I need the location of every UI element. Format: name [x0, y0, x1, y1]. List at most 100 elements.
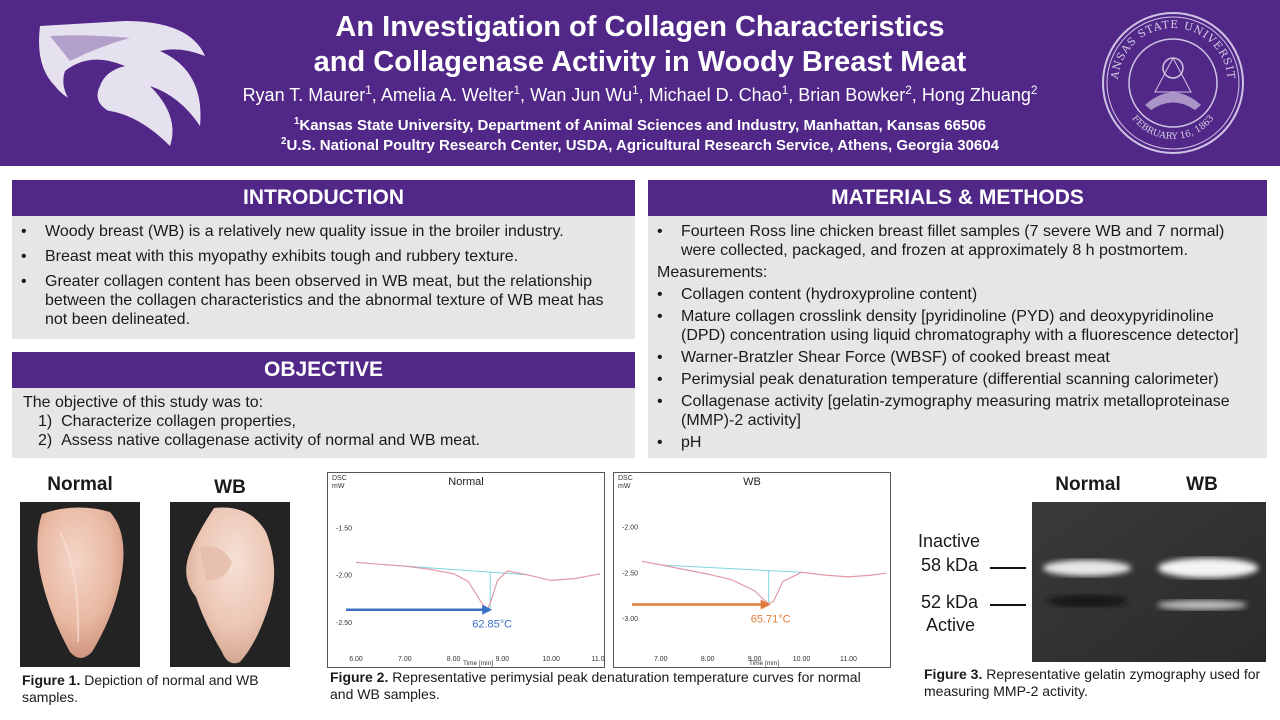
introduction-heading: INTRODUCTION: [12, 180, 635, 216]
author-name: Amelia A. Welter: [380, 85, 514, 105]
x-tick-label: 6.00: [349, 656, 363, 663]
seal-text-top: KANSAS STATE UNIVERSITY: [1100, 10, 1236, 81]
author-name: Ryan T. Maurer: [242, 85, 366, 105]
peak-temperature-label: 62.85°C: [472, 619, 512, 631]
caption-text: Representative perimysial peak denaturat…: [330, 669, 861, 702]
author-sup: 1: [781, 84, 789, 97]
wb-breast-photo: [170, 502, 290, 667]
list-item: Warner-Bratzler Shear Force (WBSF) of co…: [657, 348, 1255, 367]
y-tick-label: -2.00: [336, 573, 352, 580]
introduction-list: Woody breast (WB) is a relatively new qu…: [12, 222, 635, 329]
item-number: 2): [38, 432, 53, 449]
x-tick-label: 11.00: [840, 656, 857, 663]
figure1-caption: Figure 1. Depiction of normal and WB sam…: [22, 672, 302, 706]
normal-active-band: [1047, 595, 1127, 607]
list-item: pH: [657, 433, 1255, 452]
affiliation-sup: 2: [281, 136, 287, 147]
list-item: Mature collagen crosslink density [pyrid…: [657, 307, 1255, 345]
x-tick-label: 9.00: [748, 656, 762, 663]
dsc-chart-normal: DSC mW Normal -1.50 -2.00 -2.50 6.00 7.00 8.00 9.…: [327, 472, 609, 668]
list-item: Breast meat with this myopathy exhibits …: [21, 247, 625, 266]
active-word: Active: [926, 615, 976, 635]
introduction-panel: INTRODUCTION Woody breast (WB) is a rela…: [12, 180, 635, 339]
measurements-list: Collagen content (hydroxyproline content…: [648, 285, 1267, 452]
item-text: Characterize collagen properties,: [61, 413, 296, 430]
author-sup: 1: [513, 84, 521, 97]
x-axis-label: Time [min]: [749, 660, 779, 667]
dsc-series-line: [641, 560, 887, 605]
author-name: Wan Jun Wu: [530, 85, 633, 105]
y-unit-label-1: DSC: [618, 475, 633, 482]
x-tick-label: 7.00: [654, 656, 668, 663]
caption-text: Representative gelatin zymography used f…: [924, 666, 1261, 699]
caption-text: Depiction of normal and WB samples.: [22, 672, 259, 705]
author-sup: 2: [905, 84, 912, 97]
affiliation-text: Kansas State University, Department of A…: [299, 117, 987, 134]
objective-item-2: 2) Assess native collagenase activity of…: [12, 431, 635, 450]
objective-panel: OBJECTIVE The objective of this study wa…: [12, 352, 635, 458]
peak-arrow-head: [482, 604, 493, 615]
poster-header: An Investigation of Collagen Characteris…: [0, 0, 1280, 166]
x-tick-label: 8.00: [447, 656, 461, 663]
figure1-label-normal: Normal: [47, 474, 113, 495]
caption-label: Figure 3.: [924, 666, 983, 682]
figure3-label-wb: WB: [1186, 474, 1218, 495]
objective-item-1: 1) Characterize collagen properties,: [12, 412, 635, 431]
list-item: Greater collagen content has been observ…: [21, 272, 625, 329]
x-tick-label: 8.00: [701, 656, 715, 663]
chart-title: Normal: [448, 476, 483, 488]
seal-text-bottom: FEBRUARY 16, 1863: [1129, 114, 1216, 143]
y-unit-label-1: DSC: [332, 475, 347, 482]
x-tick-label: 9.00: [496, 656, 510, 663]
poster-title: An Investigation of Collagen Characteris…: [240, 10, 1040, 80]
wb-active-band: [1157, 600, 1247, 610]
affiliation-text: U.S. National Poultry Research Center, U…: [286, 137, 999, 154]
authors-line: Ryan T. Maurer1, Amelia A. Welter1, Wan …: [242, 84, 1038, 105]
methods-intro-list: Fourteen Ross line chicken breast fillet…: [648, 222, 1267, 260]
baseline-line: [660, 564, 802, 573]
normal-breast-photo: [20, 502, 140, 667]
item-number: 1): [38, 413, 53, 430]
inactive-word: Inactive: [918, 531, 981, 551]
x-axis-label: Time [min]: [463, 660, 493, 667]
svg-text:KANSAS STATE UNIVERSITY: KANSAS STATE UNIVERSITY: [1100, 10, 1237, 81]
dsc-chart-wb: DSC mW WB -2.00 -2.50 -3.00 7.00 8.00 9.00 10.00 1…: [613, 472, 891, 668]
list-item: Collagenase activity [gelatin-zymography…: [657, 392, 1255, 430]
powercat-logo-icon: [39, 21, 205, 146]
caption-label: Figure 2.: [330, 669, 389, 685]
methods-panel: MATERIALS & METHODS Fourteen Ross line c…: [648, 180, 1267, 458]
x-tick-label: 7.00: [398, 656, 412, 663]
y-tick-label: -3.00: [622, 616, 638, 623]
author-name: Brian Bowker: [798, 85, 906, 105]
affiliation-2: 2U.S. National Poultry Research Center, …: [200, 136, 1080, 154]
peak-temperature-label: 65.71°C: [751, 614, 791, 626]
y-tick-label: -1.50: [336, 526, 352, 533]
author-name: Hong Zhuang: [921, 85, 1031, 105]
inactive-kda: 58 kDa: [921, 555, 979, 575]
dsc-series-line: [355, 561, 601, 610]
band-marker-lines: [990, 567, 1026, 606]
zymography-gel: [1032, 502, 1266, 662]
affiliation-sup: 1: [293, 116, 300, 127]
chart-title: WB: [743, 476, 761, 488]
figure3-caption: Figure 3. Representative gelatin zymogra…: [924, 666, 1269, 700]
list-item: Perimysial peak denaturation temperature…: [657, 370, 1255, 389]
figure2-caption: Figure 2. Representative perimysial peak…: [330, 669, 870, 703]
methods-heading: MATERIALS & METHODS: [648, 180, 1267, 216]
item-text: Assess native collagenase activity of no…: [61, 432, 480, 449]
title-line-2: and Collagenase Activity in Woody Breast…: [313, 46, 967, 78]
university-seal-icon: KANSAS STATE UNIVERSITY FEBRUARY 16, 186…: [1100, 10, 1244, 154]
list-item: Woody breast (WB) is a relatively new qu…: [21, 222, 625, 241]
x-tick-label: 10.00: [542, 656, 560, 663]
objective-lead: The objective of this study was to:: [23, 394, 264, 411]
y-tick-label: -2.50: [622, 570, 638, 577]
figure3-label-normal: Normal: [1055, 474, 1121, 495]
objective-heading: OBJECTIVE: [12, 352, 635, 388]
active-kda: 52 kDa: [921, 592, 979, 612]
svg-text:FEBRUARY 16, 1863: FEBRUARY 16, 1863: [1129, 114, 1216, 143]
author-sup: 1: [365, 84, 372, 97]
figure1-label-wb: WB: [214, 477, 246, 498]
title-line-1: An Investigation of Collagen Characteris…: [335, 11, 945, 43]
